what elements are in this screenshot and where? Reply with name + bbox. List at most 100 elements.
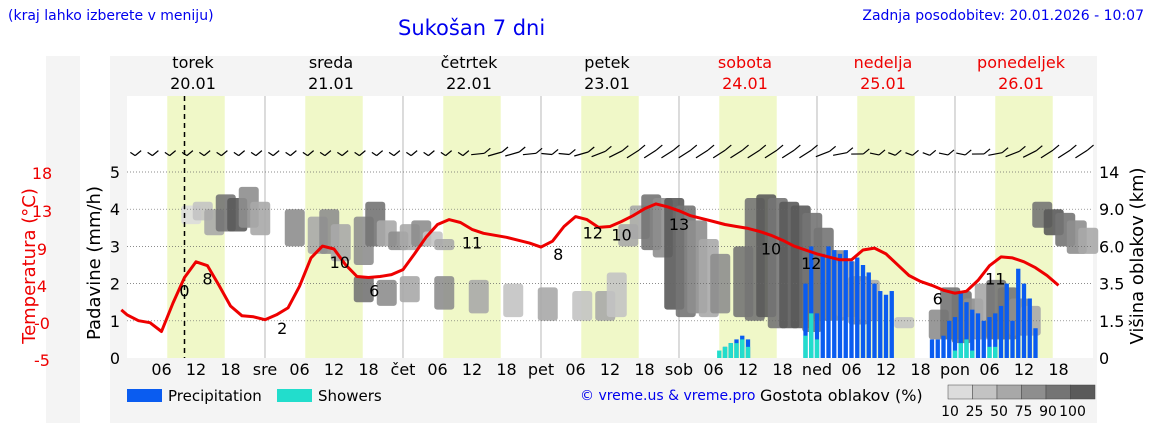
- wind-barb-shaft: [730, 149, 743, 159]
- day-date-21.01: 21.01: [308, 74, 354, 93]
- wind-barb-shaft: [1057, 149, 1071, 159]
- wind-barb-flag: [428, 150, 435, 157]
- wind-barb-shaft: [302, 151, 308, 157]
- x-tick-label: sre: [253, 360, 277, 379]
- wind-barb-flag: [238, 150, 246, 157]
- cloud-height-axis-title: Višina oblakov (km): [1127, 167, 1148, 344]
- left-axis-strip: [46, 56, 80, 423]
- wind-barb-shaft: [1040, 149, 1054, 159]
- wind-barb-flag: [1019, 145, 1026, 152]
- wind-barb-shaft: [371, 151, 377, 157]
- wind-barb-shaft: [988, 152, 1003, 156]
- day-date-25.01: 25.01: [860, 74, 906, 93]
- wind-barb-flag: [673, 144, 680, 151]
- x-tick-label: 12: [600, 360, 620, 379]
- x-tick-label: 06: [841, 360, 861, 379]
- wind-barb: [971, 148, 991, 155]
- wind-barb-flag: [1052, 144, 1060, 151]
- wind-barb-flag: [462, 150, 470, 157]
- wind-barb: [956, 149, 972, 156]
- wind-barb-shaft: [130, 151, 136, 157]
- x-tick-label: pon: [940, 360, 970, 379]
- temperature-label: 12: [583, 224, 603, 243]
- precipitation-bar: [866, 272, 871, 358]
- wind-barb: [319, 150, 332, 157]
- precipitation-bar: [843, 250, 848, 358]
- density-swatch: [996, 384, 1022, 400]
- precipitation-bar: [964, 302, 969, 358]
- temperature-tick: -0: [34, 314, 50, 333]
- temperature-label: 2: [277, 319, 287, 338]
- wind-barb: [354, 150, 366, 157]
- wind-barb-shaft: [558, 152, 570, 156]
- wind-barb-shaft: [905, 152, 913, 156]
- wind-barb: [268, 150, 280, 157]
- x-tick-label: ned: [802, 360, 832, 379]
- wind-barb-flag: [186, 150, 194, 157]
- daytime-band: [443, 96, 501, 358]
- wind-barb-flag: [152, 150, 159, 157]
- wind-barb-shaft: [626, 149, 640, 159]
- wind-barb-shaft: [505, 151, 520, 157]
- location-hint-link[interactable]: (kraj lahko izberete v meniju): [8, 8, 214, 24]
- wind-barb: [181, 150, 194, 157]
- cloud-cell: [353, 276, 374, 303]
- wind-barb: [1075, 144, 1094, 159]
- wind-barb-flag: [203, 150, 211, 157]
- wind-barb-shaft: [1005, 150, 1020, 158]
- cloud-cell: [250, 201, 271, 236]
- precipitation-tick: 3: [110, 237, 120, 256]
- x-tick-label: čet: [391, 360, 416, 379]
- wind-barb: [922, 149, 937, 156]
- precipitation-bar: [952, 317, 958, 358]
- temperature-line: [120, 202, 1060, 333]
- day-date-20.01: 20.01: [170, 74, 216, 93]
- showers-bar: [745, 346, 751, 358]
- wind-barb-flag: [947, 149, 955, 156]
- wind-barb-flag: [410, 150, 418, 157]
- wind-barb: [388, 150, 401, 157]
- x-tick-label: 18: [496, 360, 516, 379]
- wind-barb-shaft: [406, 151, 412, 157]
- wind-barb-shaft: [1075, 149, 1088, 159]
- x-tick-label: pet: [528, 360, 554, 379]
- wind-barb-flag: [793, 144, 801, 151]
- wind-barb-flag: [707, 144, 715, 151]
- wind-barb-flag: [983, 148, 991, 155]
- cloud-cell: [434, 238, 455, 251]
- density-scale-label: 75: [1015, 404, 1033, 420]
- wind-barb: [591, 145, 612, 158]
- cloud-density-legend-title: Gostota oblakov (%): [760, 386, 923, 405]
- wind-barb-flag: [862, 148, 870, 155]
- precipitation-tick: 4: [110, 200, 120, 219]
- precipitation-bar: [1027, 298, 1032, 358]
- wind-barb: [781, 144, 801, 159]
- x-tick-label: 06: [565, 360, 585, 379]
- wind-barb-shaft: [487, 151, 503, 157]
- wind-barb: [457, 150, 470, 157]
- showers-bar: [970, 350, 975, 358]
- wind-barb-shaft: [661, 149, 674, 159]
- wind-barb: [1005, 145, 1026, 158]
- wind-barb: [302, 150, 315, 157]
- cloud-cell: [1078, 227, 1099, 254]
- cloud-height-tick: 14: [1099, 163, 1119, 182]
- temperature-label: 10: [330, 253, 350, 272]
- right-axis: 14 9.0 6.0 3.5 1.5 0 Višina oblakov (km): [1099, 163, 1148, 368]
- precipitation-bar: [929, 339, 935, 358]
- wind-barb: [869, 149, 886, 156]
- wind-barb-flag: [912, 149, 919, 156]
- precipitation-bar: [981, 320, 986, 358]
- wind-barb-flag: [568, 149, 576, 155]
- credit-link[interactable]: © vreme.us & vreme.pro: [580, 388, 756, 404]
- x-tick-label: 12: [186, 360, 206, 379]
- density-scale-label: 10: [941, 404, 959, 420]
- wind-barb-flag: [307, 150, 315, 157]
- showers-bar: [958, 343, 963, 358]
- precipitation-bar: [860, 265, 866, 358]
- temperature-tick: 18: [32, 164, 52, 183]
- precipitation-bar: [993, 313, 998, 358]
- x-tick-label: 18: [634, 360, 654, 379]
- wind-barb-shaft: [815, 150, 830, 158]
- temperature-label: 0: [179, 282, 189, 301]
